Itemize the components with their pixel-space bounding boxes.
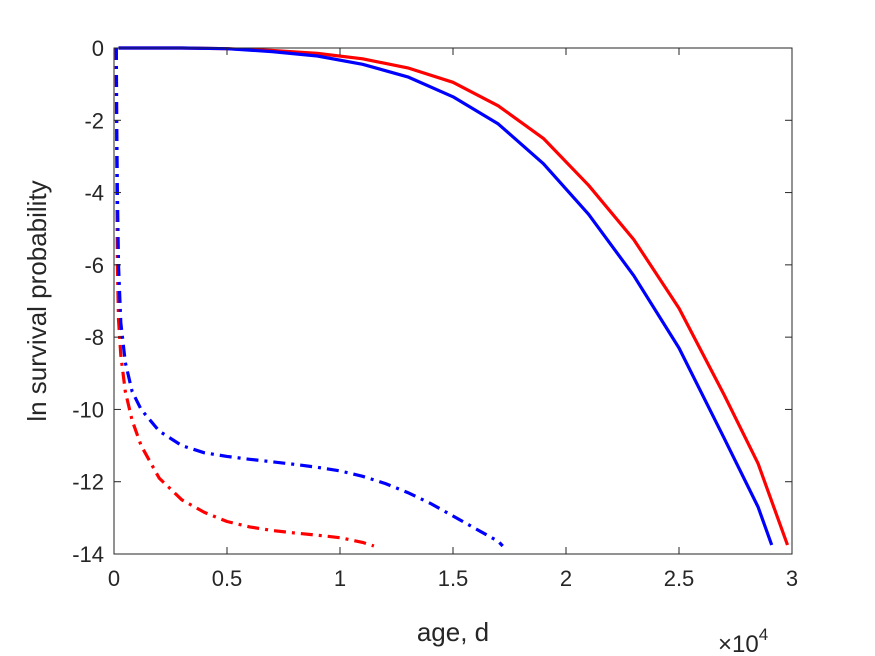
y-axis: 0 -2 -4 -6 -8 -10 -12 -14 [72, 36, 792, 567]
series-line-4 [114, 47, 504, 548]
x-tick-label: 1 [334, 566, 346, 591]
y-tick-label: -8 [84, 325, 104, 350]
y-tick-label: -10 [72, 397, 104, 422]
y-tick-label: -12 [72, 470, 104, 495]
series-layer [114, 46, 790, 548]
x-tick-label: 0 [108, 566, 120, 591]
x-exponent: ×104 [718, 625, 768, 656]
x-exponent-base: ×10 [718, 631, 759, 656]
plot-area [114, 48, 792, 554]
x-tick-label: 2 [560, 566, 572, 591]
y-tick-label: 0 [92, 36, 104, 61]
y-tick-label: -14 [72, 542, 104, 567]
x-tick-label: 2.5 [664, 566, 695, 591]
y-tick-label: -2 [84, 108, 104, 133]
y-tick-label: -6 [84, 253, 104, 278]
x-tick-label: 3 [786, 566, 798, 591]
series-line-2 [118, 46, 774, 546]
x-axis: 0 0.5 1 1.5 2 2.5 3 [108, 48, 798, 591]
x-tick-label: 0.5 [212, 566, 243, 591]
y-tick-label: -4 [84, 181, 104, 206]
x-tick-label: 1.5 [438, 566, 469, 591]
series-line-3 [114, 47, 375, 548]
y-axis-label: ln survival probability [22, 180, 52, 421]
x-exponent-power: 4 [759, 625, 768, 644]
x-axis-label: age, d [417, 617, 489, 647]
